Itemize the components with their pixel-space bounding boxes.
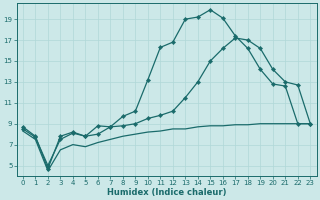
X-axis label: Humidex (Indice chaleur): Humidex (Indice chaleur) (107, 188, 226, 197)
